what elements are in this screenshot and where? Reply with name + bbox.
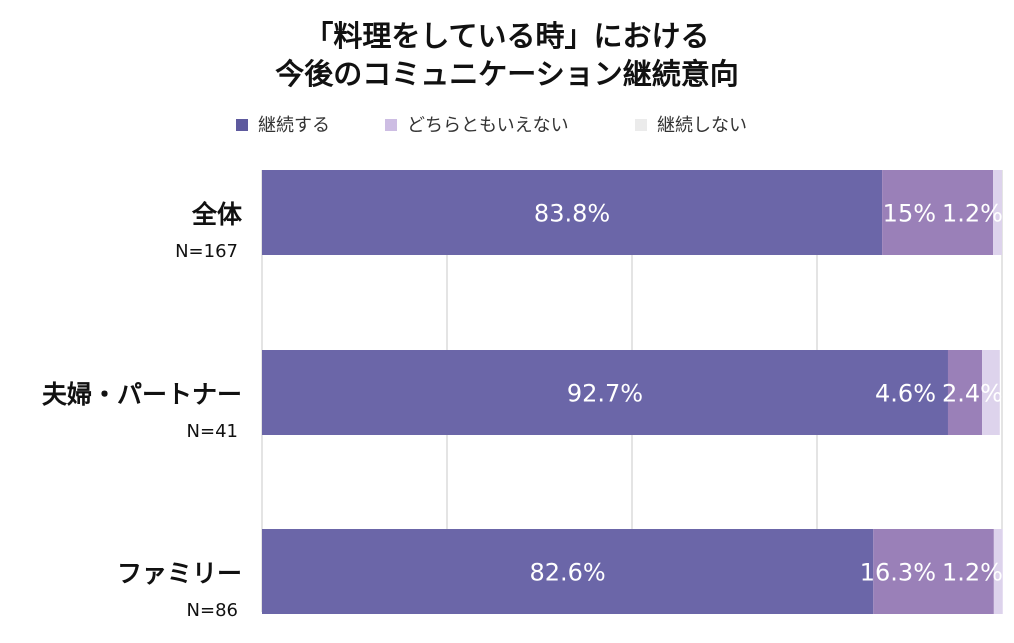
bar-segment xyxy=(947,350,983,435)
legend-swatch xyxy=(635,119,647,131)
bar-value-label: 1.2% xyxy=(942,200,1003,228)
bar-value-label: 15% xyxy=(883,200,936,228)
category-count-label: N=41 xyxy=(187,421,238,442)
bar-value-label: 4.6% xyxy=(875,380,936,408)
bar-value-label: 16.3% xyxy=(860,559,936,587)
bar-value-label: 83.8% xyxy=(534,200,610,228)
legend-swatch xyxy=(236,119,248,131)
bar-value-label: 92.7% xyxy=(567,380,643,408)
legend-swatch xyxy=(385,119,397,131)
bar-value-label: 82.6% xyxy=(529,559,605,587)
bar-segment xyxy=(882,170,994,255)
bar-segment xyxy=(873,529,994,614)
bars: 83.8% 1.2%15%92.7% 2.4%4.6%82.6% 1.2%16.3% xyxy=(262,170,1003,614)
chart-title-line: 「料理をしている時」における xyxy=(304,19,709,53)
bar-segment xyxy=(993,529,1003,614)
category-count-label: N=167 xyxy=(175,241,238,262)
legend-label: どちらともいえない xyxy=(407,115,569,136)
bar-value-label: 2.4% xyxy=(942,380,1003,408)
legend: 継続する どちらともいえない 継続しない xyxy=(236,115,747,136)
bar-segment xyxy=(993,170,1002,255)
category-labels: 全体 N=167 夫婦・パートナー N=41 ファミリー N=86 xyxy=(42,200,243,621)
legend-label: 継続する xyxy=(258,115,330,136)
bar-segment xyxy=(262,529,874,614)
category-label: ファミリー xyxy=(117,559,242,588)
legend-label: 継続しない xyxy=(657,115,747,136)
chart-title-line: 今後のコミュニケーション継続意向 xyxy=(275,57,738,91)
category-label: 全体 xyxy=(191,200,243,229)
bar-segment xyxy=(262,350,948,435)
category-label: 夫婦・パートナー xyxy=(42,380,242,409)
bar-segment xyxy=(262,170,883,255)
category-count-label: N=86 xyxy=(187,600,238,621)
bar-value-label: 1.2% xyxy=(942,559,1003,587)
bar-segment xyxy=(982,350,1000,435)
